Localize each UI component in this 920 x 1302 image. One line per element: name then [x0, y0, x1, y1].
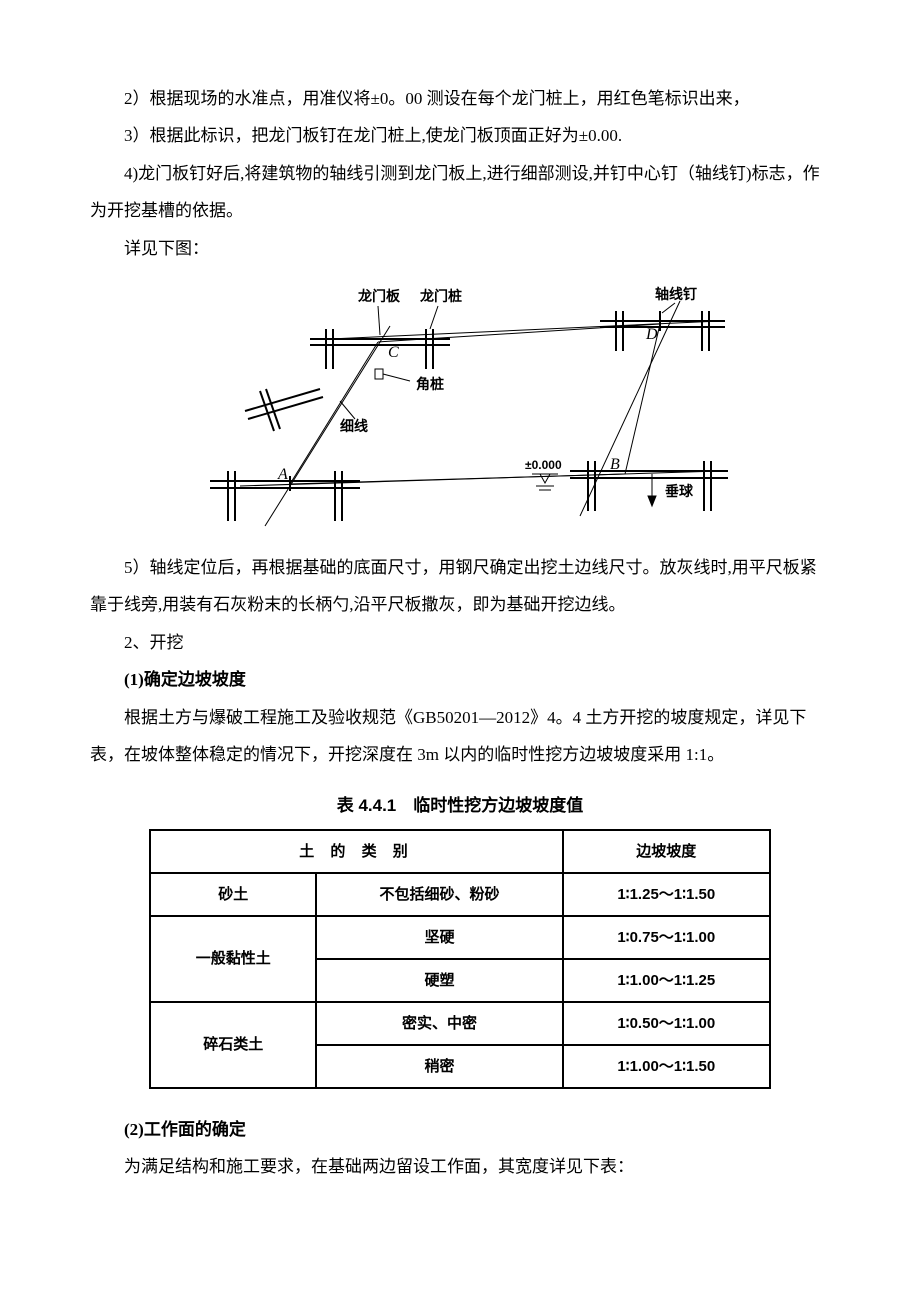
- label-A: A: [277, 466, 288, 483]
- label-plumb: 垂球: [665, 483, 694, 499]
- table-cell-subtype: 坚硬: [316, 916, 562, 959]
- table-row: 砂土不包括细砂、粉砂1∶1.25～1∶1.50: [150, 873, 770, 916]
- table-header-category: 土 的 类 别: [150, 830, 563, 873]
- section-2-2-body: 为满足结构和施工要求，在基础两边留设工作面，其宽度详见下表：: [90, 1148, 830, 1185]
- table-cell-subtype: 密实、中密: [316, 1002, 562, 1045]
- section-2-1-title: (1)确定边坡坡度: [90, 661, 830, 698]
- table-cell-subtype: 不包括细砂、粉砂: [316, 873, 562, 916]
- paragraph-4: 4)龙门板钉好后,将建筑物的轴线引测到龙门板上,进行细部测设,并钉中心钉（轴线钉…: [90, 155, 830, 230]
- paragraph-5: 5）轴线定位后，再根据基础的底面尺寸，用钢尺确定出挖土边线尺寸。放灰线时,用平尺…: [90, 549, 830, 624]
- construction-diagram: 龙门板 龙门桩 轴线钉 角桩 细线 垂球 ±0.000 A B C D: [180, 271, 740, 541]
- label-D: D: [645, 326, 658, 343]
- label-datum: ±0.000: [525, 458, 562, 472]
- table-cell-subtype: 稍密: [316, 1045, 562, 1088]
- table-header-row: 土 的 类 别 边坡坡度: [150, 830, 770, 873]
- table-cell-value: 1∶1.00～1∶1.25: [563, 959, 770, 1002]
- paragraph-see-figure: 详见下图：: [90, 230, 830, 267]
- table-cell-value: 1∶0.75～1∶1.00: [563, 916, 770, 959]
- table-row: 一般黏性土坚硬1∶0.75～1∶1.00: [150, 916, 770, 959]
- section-2-title: 2、开挖: [90, 624, 830, 661]
- table-cell-category: 砂土: [150, 873, 316, 916]
- table-cell-category: 碎石类土: [150, 1002, 316, 1088]
- table-cell-category: 一般黏性土: [150, 916, 316, 1002]
- slope-table: 土 的 类 别 边坡坡度 砂土不包括细砂、粉砂1∶1.25～1∶1.50一般黏性…: [149, 829, 771, 1089]
- paragraph-2: 2）根据现场的水准点，用准仪将±0。00 测设在每个龙门桩上，用红色笔标识出来，: [90, 80, 830, 117]
- section-2-2-title: (2)工作面的确定: [90, 1111, 830, 1148]
- label-C: C: [388, 344, 399, 361]
- table-cell-value: 1∶1.00～1∶1.50: [563, 1045, 770, 1088]
- table-cell-value: 1∶1.25～1∶1.50: [563, 873, 770, 916]
- section-2-1-body: 根据土方与爆破工程施工及验收规范《GB50201—2012》4。4 土方开挖的坡…: [90, 699, 830, 774]
- table-cell-value: 1∶0.50～1∶1.00: [563, 1002, 770, 1045]
- table-row: 碎石类土密实、中密1∶0.50～1∶1.00: [150, 1002, 770, 1045]
- label-string: 细线: [340, 418, 368, 434]
- table-header-slope: 边坡坡度: [563, 830, 770, 873]
- table-title: 表 4.4.1 临时性挖方边坡坡度值: [90, 787, 830, 824]
- table-cell-subtype: 硬塑: [316, 959, 562, 1002]
- label-corner-pile: 角桩: [416, 376, 444, 392]
- label-axis-nail: 轴线钉: [655, 286, 697, 302]
- diagram-container: 龙门板 龙门桩 轴线钉 角桩 细线 垂球 ±0.000 A B C D: [90, 271, 830, 541]
- label-board: 龙门板: [357, 288, 401, 304]
- paragraph-3: 3）根据此标识，把龙门板钉在龙门桩上,使龙门板顶面正好为±0.00.: [90, 117, 830, 154]
- label-pile: 龙门桩: [419, 288, 462, 304]
- label-B: B: [610, 456, 620, 473]
